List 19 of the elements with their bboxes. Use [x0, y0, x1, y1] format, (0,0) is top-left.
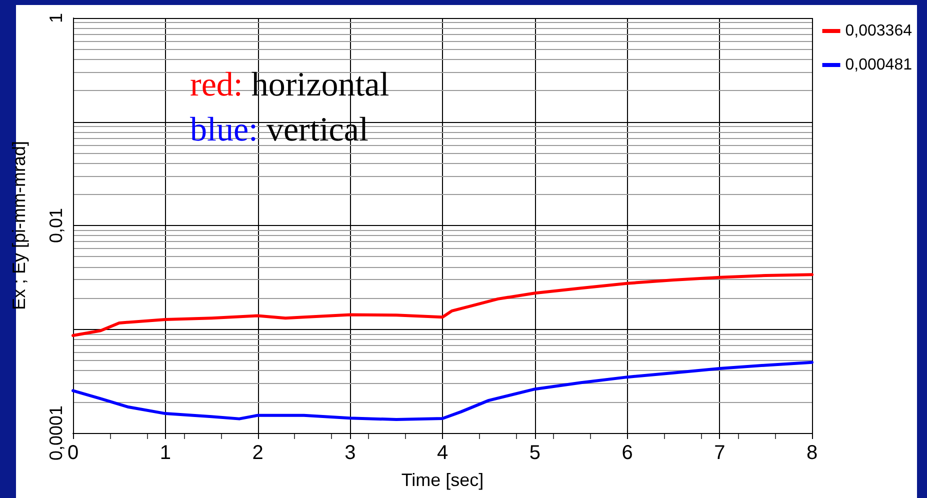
x-tick-label: 1	[160, 442, 171, 464]
x-tick-label: 8	[806, 442, 818, 464]
annotation: blue: vertical	[190, 112, 368, 148]
x-tick-label: 7	[714, 442, 726, 464]
y-tick-label: 0,0001	[46, 405, 66, 461]
line-series	[72, 273, 814, 338]
x-tick-label: 3	[344, 442, 356, 464]
x-tick-label: 0	[67, 442, 79, 464]
x-tick-label: 2	[252, 442, 264, 464]
legend-label: 0,000481	[845, 56, 912, 74]
x-axis-title: Time [sec]	[401, 470, 484, 490]
x-tick-label: 5	[529, 442, 540, 464]
y-tick-label: 1	[46, 12, 66, 24]
legend-label: 0,003364	[845, 22, 912, 40]
y-axis-title: Ex ; Ey [pi-mm-mrad]	[9, 140, 29, 310]
x-tick-label: 4	[436, 442, 448, 464]
x-tick-label: 6	[622, 442, 633, 464]
line-series	[72, 360, 814, 421]
y-tick-label: 0,01	[46, 208, 66, 244]
